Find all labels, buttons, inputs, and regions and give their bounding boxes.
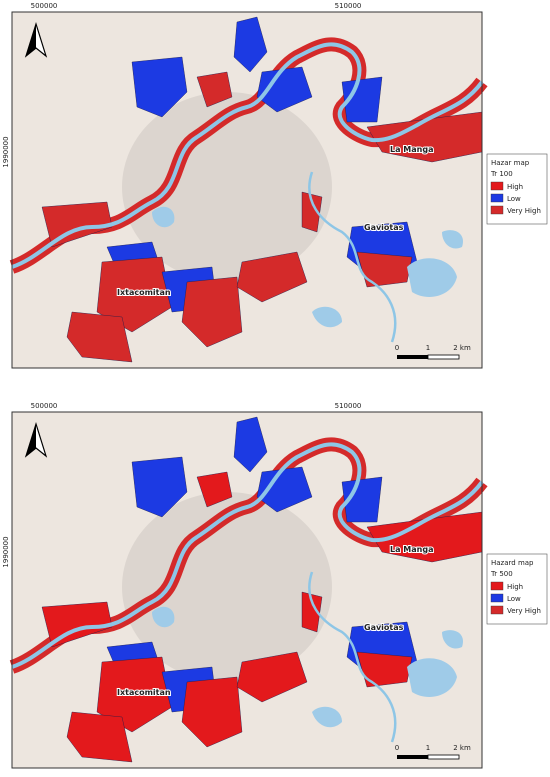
y-coordinate: 1990000 xyxy=(2,136,10,167)
river xyxy=(308,571,397,743)
scale-label: 2 km xyxy=(453,744,471,752)
legend-swatch xyxy=(490,205,504,215)
hazard-zone xyxy=(366,111,483,163)
scale-bar xyxy=(397,755,428,759)
north-arrow xyxy=(26,24,36,56)
hazard-zone xyxy=(181,676,243,748)
hazard-zone xyxy=(341,76,383,123)
legend-title: Hazar map xyxy=(491,159,530,167)
lake xyxy=(312,306,342,328)
place-label: Ixtacomitan xyxy=(117,688,171,697)
map-frame xyxy=(11,411,483,769)
hazard-zone xyxy=(41,201,113,248)
lake xyxy=(442,230,463,249)
legend-title: Hazard map xyxy=(491,559,534,567)
legend-label: Very High xyxy=(507,607,541,615)
legend: Hazard map Tr 500 High Low Very High xyxy=(486,553,548,625)
hazard-zone xyxy=(66,711,133,763)
urban-area xyxy=(122,92,332,282)
hazard-zone xyxy=(66,311,133,363)
urban-area xyxy=(122,492,332,682)
hazard-zone xyxy=(256,66,313,113)
x-coordinate: 510000 xyxy=(335,402,362,410)
hazard-zone xyxy=(131,456,188,518)
legend-subtitle: Tr 500 xyxy=(490,570,513,578)
legend-subtitle: Tr 100 xyxy=(490,170,513,178)
lake xyxy=(407,258,457,297)
scale-bar xyxy=(427,754,460,760)
place-label: La Manga xyxy=(390,545,433,554)
north-arrow xyxy=(26,424,36,456)
place-label: La Manga xyxy=(390,145,433,154)
lake xyxy=(312,706,342,728)
hazard-zone xyxy=(131,56,188,118)
x-coordinate: 500000 xyxy=(31,2,58,10)
scale-label: 2 km xyxy=(453,344,471,352)
legend-swatch xyxy=(490,193,504,203)
map-frame xyxy=(11,11,483,369)
legend-swatch xyxy=(490,605,504,615)
hazard-zone xyxy=(301,591,323,633)
hazard-zone xyxy=(196,471,233,508)
scale-bar xyxy=(427,354,460,360)
legend-label: Very High xyxy=(507,207,541,215)
hazard-zone xyxy=(96,256,173,333)
scale-label: 0 xyxy=(395,344,399,352)
y-coordinate: 1990000 xyxy=(2,536,10,567)
x-coordinate: 500000 xyxy=(31,402,58,410)
lake xyxy=(152,206,175,228)
scale-bar xyxy=(397,355,428,359)
hazard-zone xyxy=(233,16,268,73)
legend-swatch xyxy=(490,593,504,603)
lake xyxy=(442,630,463,649)
hazard-zone xyxy=(301,191,323,233)
legend-label: High xyxy=(507,583,523,591)
river xyxy=(11,42,484,269)
scale-label: 0 xyxy=(395,744,399,752)
hazard-zone xyxy=(236,651,308,703)
hazard-zone xyxy=(366,511,483,563)
river xyxy=(11,442,484,669)
hazard-zone xyxy=(196,71,233,108)
map-panel: 500000 510000 1990000 La Manga Gaviotas Ixtac… xyxy=(2,2,488,369)
legend-label: Low xyxy=(507,595,521,603)
place-label: Ixtacomitan xyxy=(117,288,171,297)
scale-label: 1 xyxy=(426,744,430,752)
lake xyxy=(152,606,175,628)
place-label: Gaviotas xyxy=(364,223,404,232)
legend-label: High xyxy=(507,183,523,191)
legend: Hazar map Tr 100 High Low Very High xyxy=(486,153,548,225)
legend-swatch xyxy=(490,581,504,591)
lake xyxy=(407,658,457,697)
hazard-zone xyxy=(233,416,268,473)
legend-label: Low xyxy=(507,195,521,203)
hazard-zone xyxy=(341,476,383,523)
hazard-zone xyxy=(96,656,173,733)
river xyxy=(308,171,397,343)
map-panel: 500000 510000 1990000 La Manga Gaviotas Ixtac… xyxy=(2,402,488,769)
hazard-zone xyxy=(236,251,308,303)
place-label: Gaviotas xyxy=(364,623,404,632)
legend-swatch xyxy=(490,181,504,191)
hazard-zone xyxy=(181,276,243,348)
hazard-zone xyxy=(256,466,313,513)
scale-label: 1 xyxy=(426,344,430,352)
hazard-zone xyxy=(41,601,113,648)
x-coordinate: 510000 xyxy=(335,2,362,10)
